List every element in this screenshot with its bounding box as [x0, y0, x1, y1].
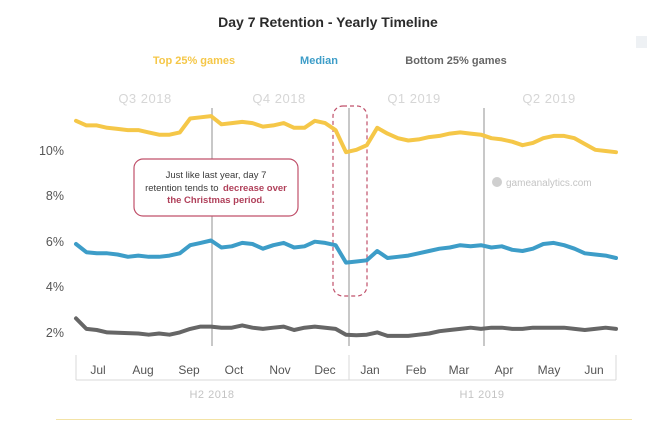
legend: Top 25% games Median Bottom 25% games: [153, 55, 507, 67]
y-tick-label: 6%: [46, 235, 64, 249]
quarter-dividers: [211, 108, 485, 346]
month-label: Feb: [406, 363, 427, 377]
watermark-text: gameanalytics.com: [506, 178, 592, 189]
y-tick-label: 2%: [46, 326, 64, 340]
y-tick-label: 8%: [46, 189, 64, 203]
legend-top25[interactable]: Top 25% games: [153, 55, 235, 67]
series-line-top-25-games: [74, 114, 618, 155]
month-label: Nov: [269, 363, 290, 377]
annotation-line-2-text: retention tends to: [145, 183, 218, 194]
annotation-line-2: retention tends to decrease over: [145, 178, 287, 195]
x-axis: [75, 355, 617, 381]
y-tick-label: 10%: [39, 144, 64, 158]
month-label: Aug: [132, 363, 153, 377]
month-label: Jan: [360, 363, 379, 377]
annotation-highlight-line: the Christmas period.: [167, 195, 265, 206]
gameanalytics-logo-icon: [492, 177, 502, 187]
month-labels: Jul Aug Sep Oct Nov Dec Jan Feb Mar Apr …: [90, 363, 603, 377]
series-line-median: [74, 238, 618, 265]
quarter-label-q4-2018: Q4 2018: [252, 91, 305, 106]
quarter-labels: Q3 2018 Q4 2018 Q1 2019 Q2 2019: [118, 91, 575, 106]
half-label-h2-2018: H2 2018: [189, 389, 234, 401]
month-label: Sep: [178, 363, 200, 377]
annotation-box: [133, 158, 299, 217]
annotation-highlight-inline: decrease over: [223, 183, 287, 194]
quarter-label-q2-2019: Q2 2019: [522, 91, 575, 106]
series-layer: [74, 114, 618, 338]
legend-median[interactable]: Median: [300, 55, 338, 67]
y-axis-ticks: 2% 4% 6% 8% 10%: [39, 144, 64, 340]
annotation-line-1: Just like last year, day 7: [166, 170, 267, 181]
bottom-divider: [56, 419, 632, 420]
month-label: Oct: [225, 363, 244, 377]
watermark: gameanalytics.com: [492, 177, 592, 189]
annotation: Just like last year, day 7 retention ten…: [133, 158, 299, 217]
month-label: Apr: [495, 363, 514, 377]
legend-bottom25[interactable]: Bottom 25% games: [405, 55, 506, 67]
y-tick-label: 4%: [46, 280, 64, 294]
month-label: May: [538, 363, 561, 377]
month-label: Jul: [90, 363, 105, 377]
month-label: Mar: [449, 363, 470, 377]
half-label-h1-2019: H1 2019: [459, 389, 504, 401]
month-label: Dec: [314, 363, 335, 377]
series-line-bottom-25-games: [74, 316, 618, 338]
christmas-highlight-box: [332, 105, 368, 297]
month-label: Jun: [584, 363, 603, 377]
chart-title: Day 7 Retention - Yearly Timeline: [218, 14, 438, 30]
side-widget-box: [636, 36, 647, 48]
quarter-label-q3-2018: Q3 2018: [118, 91, 171, 106]
quarter-label-q1-2019: Q1 2019: [387, 91, 440, 106]
